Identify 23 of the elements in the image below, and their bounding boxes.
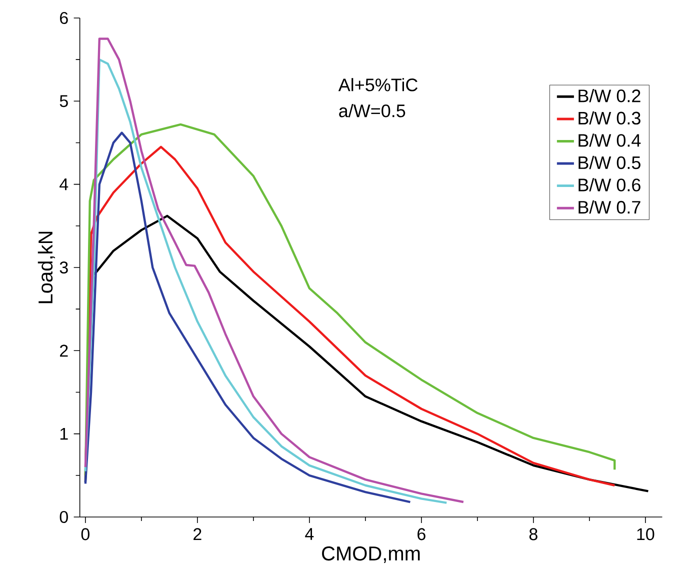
legend-label: B/W 0.4: [578, 134, 641, 147]
x-tick-label: 2: [194, 528, 202, 540]
annotation: Al+5%TiC: [338, 78, 418, 92]
x-tick-label: 0: [81, 528, 90, 540]
y-tick-label: 6: [60, 12, 68, 24]
x-axis-title: CMOD,mm: [322, 546, 420, 563]
annotation: a/W=0.5: [339, 104, 406, 118]
y-axis-title: Load,kN: [38, 232, 55, 304]
y-tick-label: 4: [60, 178, 68, 190]
y-tick-label: 5: [60, 95, 68, 108]
y-tick-label: 1: [60, 428, 68, 440]
y-tick-label: 3: [60, 261, 68, 274]
y-tick-label: 0: [60, 510, 68, 524]
x-tick-label: 10: [637, 528, 654, 540]
legend-label: B/W 0.5: [578, 156, 640, 170]
x-tick-label: 8: [529, 528, 538, 540]
legend-label: B/W 0.7: [578, 200, 640, 214]
x-tick-label: 6: [418, 528, 426, 540]
legend-label: B/W 0.2: [578, 89, 640, 102]
legend-label: B/W 0.6: [578, 178, 640, 192]
legend-label: B/W 0.3: [578, 111, 640, 125]
x-tick-label: 4: [305, 528, 314, 540]
y-tick-label: 2: [60, 344, 68, 357]
